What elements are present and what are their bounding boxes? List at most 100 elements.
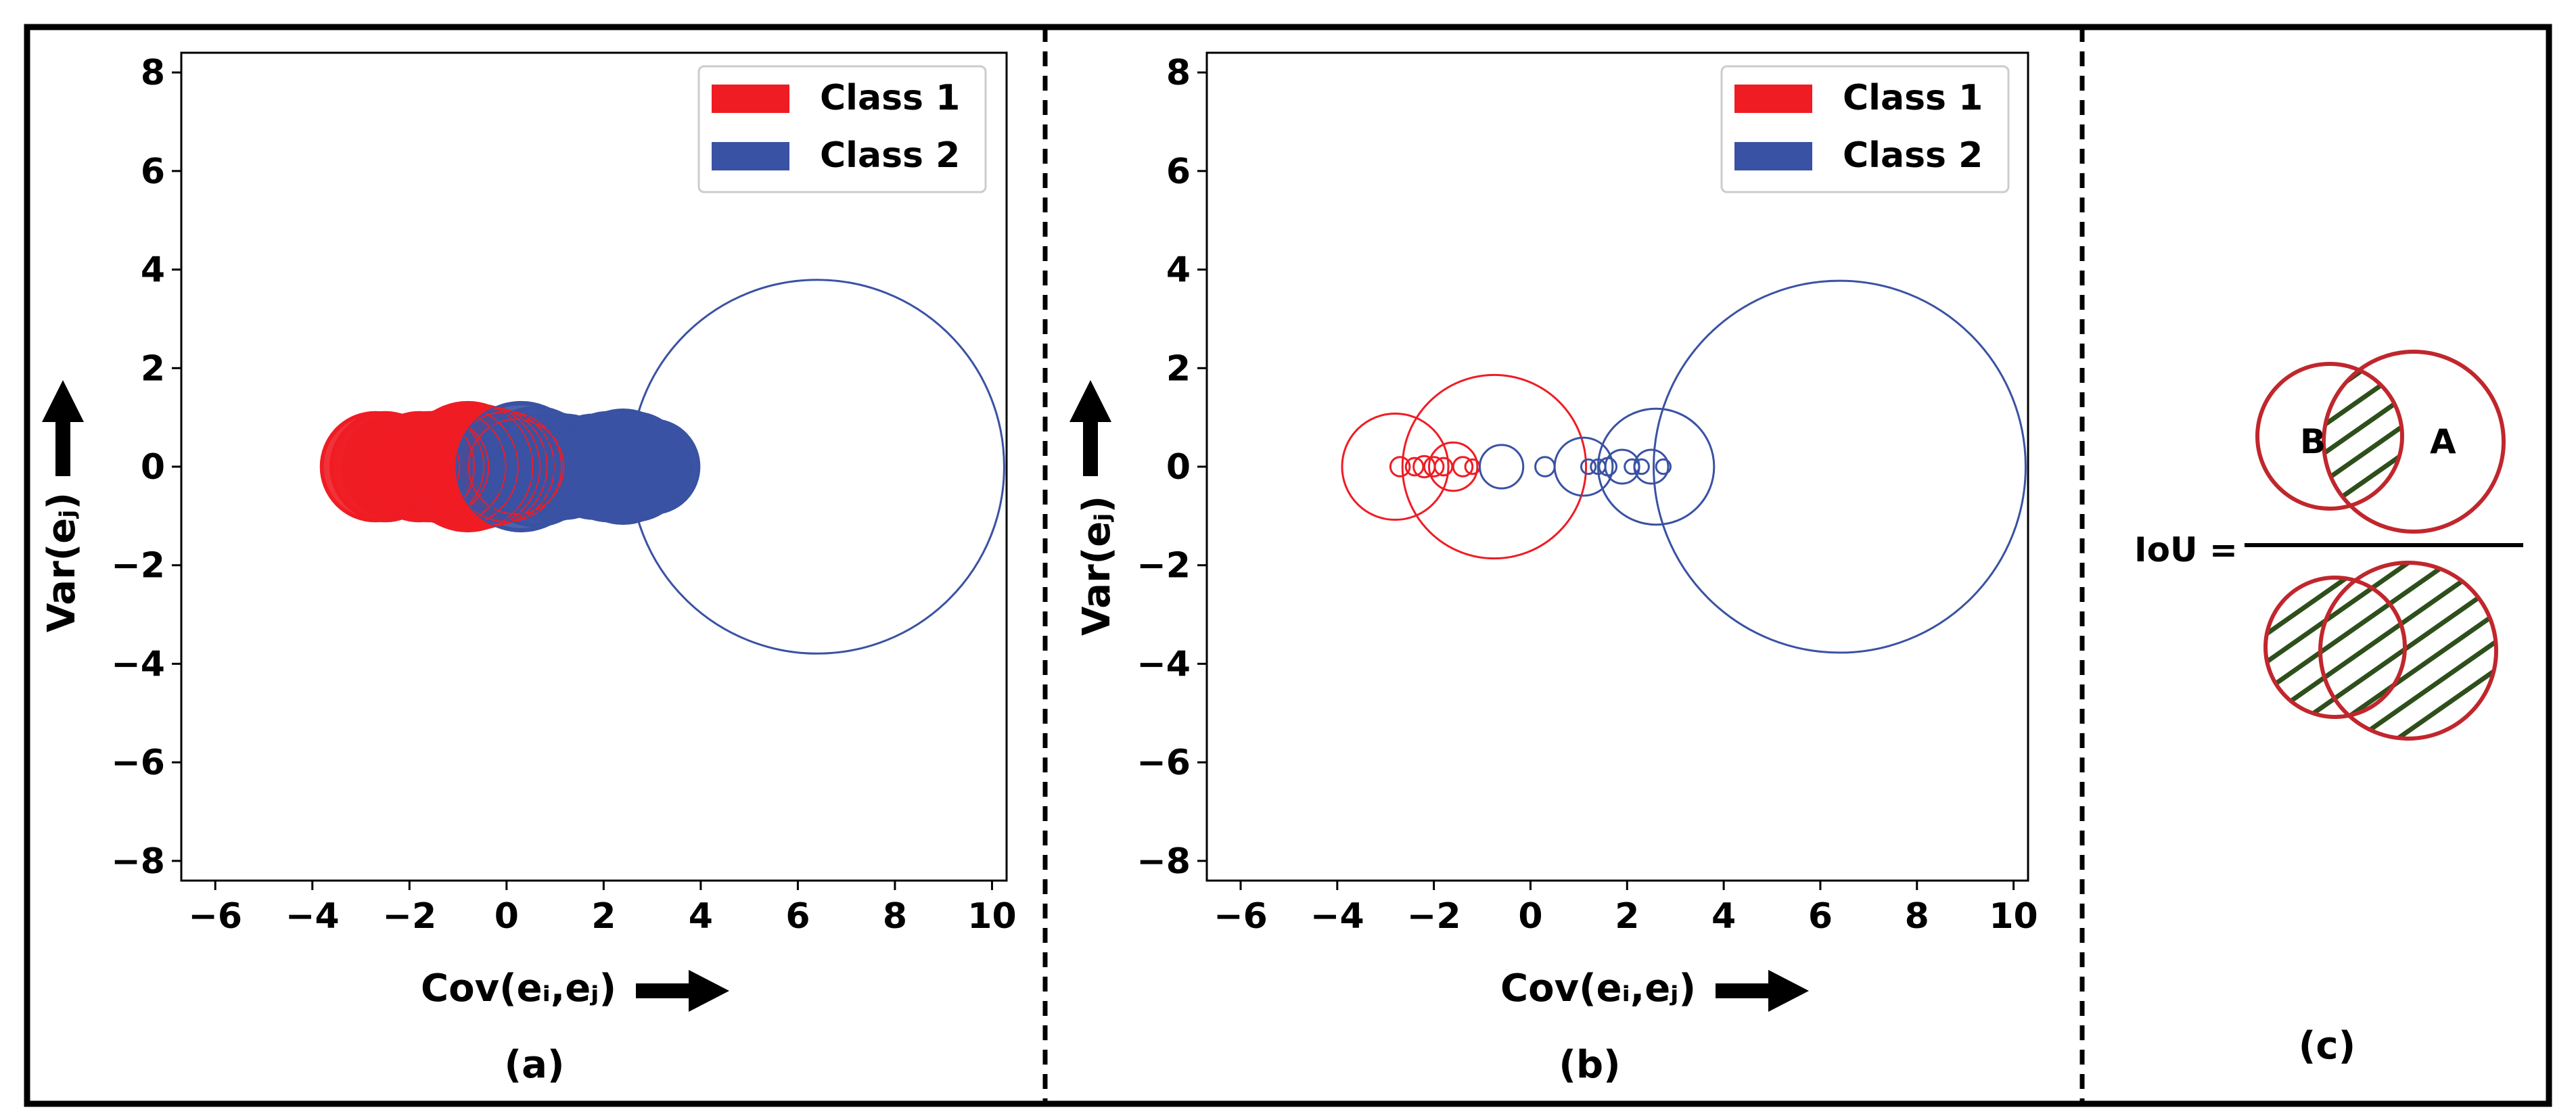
panel-a-x-ticks: −6 −4 −2 0 2 4 6 8 10 xyxy=(188,881,1017,937)
data-point-class2-8 xyxy=(1633,458,1650,475)
data-point-class2-12 xyxy=(1653,279,2027,654)
panel-a-x-label: Cov(eᵢ,eⱼ) xyxy=(421,966,616,1010)
y-arrow-icon xyxy=(42,380,84,476)
data-point-class2-2 xyxy=(1553,436,1614,497)
y-tick-label: 8 xyxy=(141,53,165,93)
y-tick-label: −4 xyxy=(1136,644,1191,684)
iou-union-hatch-a xyxy=(2320,563,2496,739)
panel-a-marks xyxy=(319,279,1005,655)
data-point-ring-class1-0 xyxy=(319,411,432,523)
iou-label-b: B xyxy=(2300,422,2326,461)
panel-b-y-label: Var(eⱼ) xyxy=(1075,496,1119,636)
legend-swatch-class1 xyxy=(1734,85,1812,113)
x-tick-label: 0 xyxy=(495,896,519,937)
data-point-class1-0 xyxy=(1341,412,1450,521)
panel-c-iou-diagram: B A IoU = (c) xyxy=(2134,350,2523,1068)
y-tick-label: 8 xyxy=(1166,53,1191,93)
data-point-ring-class1-3 xyxy=(359,416,461,517)
data-point-ring-class1-2 xyxy=(342,413,448,520)
legend-swatch-class1 xyxy=(712,85,789,113)
panel-a-y-ticks: −8 −6 −4 −2 0 2 4 6 8 xyxy=(111,53,181,882)
data-point-class2-5 xyxy=(1598,457,1618,477)
x-tick-label: 10 xyxy=(1989,896,2038,937)
y-tick-label: −4 xyxy=(111,644,165,684)
data-point-class2-7 xyxy=(1624,458,1640,475)
iou-intersection-hatch xyxy=(2324,364,2402,509)
y-tick-label: −6 xyxy=(1136,743,1191,783)
y-tick-label: −6 xyxy=(111,743,165,783)
iou-union-circle-a xyxy=(2318,561,2498,741)
legend-label-class2: Class 2 xyxy=(820,135,960,176)
panel-b-caption: (b) xyxy=(1559,1043,1620,1087)
iou-union-circle-b xyxy=(2263,576,2407,719)
x-tick-label: 4 xyxy=(1711,896,1736,937)
data-point-ring-class1-12 xyxy=(438,408,555,526)
data-point-class2-3 xyxy=(1580,458,1597,475)
data-point-ring-class1-5 xyxy=(373,411,485,523)
y-tick-label: 6 xyxy=(1166,152,1191,192)
x-tick-label: 0 xyxy=(1518,896,1542,937)
data-point-class1-1 xyxy=(1389,456,1411,478)
data-point-class2-11 xyxy=(614,423,700,510)
x-tick-label: −4 xyxy=(285,896,340,937)
panel-b-y-ticks: −8 −6 −4 −2 0 2 4 6 8 xyxy=(1136,53,1207,882)
data-point-class2-0 xyxy=(1478,444,1525,490)
x-tick-label: −4 xyxy=(1310,896,1364,937)
panel-a-y-label: Var(eⱼ) xyxy=(40,492,84,632)
data-point-class1-9 xyxy=(1401,373,1588,560)
iou-circle-b xyxy=(2255,362,2404,511)
x-tick-label: −2 xyxy=(1407,896,1461,937)
data-point-ring-class1-7 xyxy=(390,408,507,526)
panel-a: −6 −4 −2 0 2 4 6 8 10 −8 −6 −4 −2 0 2 4 6 8 Class 1 Clas… xyxy=(40,51,1017,1087)
panel-a-legend: Class 1 Class 2 xyxy=(697,65,987,193)
y-tick-label: 6 xyxy=(141,152,165,192)
y-tick-label: 4 xyxy=(1166,250,1191,291)
data-point-class2-11 xyxy=(1655,458,1672,475)
panel-b: −6 −4 −2 0 2 4 6 8 10 −8 −6 −4 −2 0 2 4 6 8 Class 1 Clas… xyxy=(1070,51,2038,1087)
data-point-ring-class1-14 xyxy=(467,418,565,515)
x-tick-label: −2 xyxy=(382,896,436,937)
y-tick-label: 0 xyxy=(141,447,165,488)
y-tick-label: −2 xyxy=(1136,546,1191,586)
legend-swatch-class2 xyxy=(712,142,789,170)
x-tick-label: 2 xyxy=(1615,896,1639,937)
legend-label-class1: Class 1 xyxy=(820,78,960,118)
data-point-class2-1 xyxy=(1534,456,1556,478)
x-tick-label: 4 xyxy=(689,896,713,937)
x-tick-label: 10 xyxy=(967,896,1016,937)
panel-b-marks xyxy=(1341,279,2027,654)
data-point-ring-class2-11 xyxy=(614,423,701,510)
data-point-ring-class2-3 xyxy=(511,413,618,520)
iou-label-a: A xyxy=(2430,422,2456,461)
panel-b-legend: Class 1 Class 2 xyxy=(1720,65,2010,193)
panel-b-x-ticks: −6 −4 −2 0 2 4 6 8 10 xyxy=(1214,881,2038,937)
x-tick-label: 8 xyxy=(883,896,907,937)
x-arrow-icon xyxy=(636,970,729,1012)
y-tick-label: 2 xyxy=(141,348,165,389)
y-tick-label: −8 xyxy=(1136,841,1191,882)
data-point-ring-class1-11 xyxy=(426,406,548,528)
iou-circle-a xyxy=(2322,350,2506,534)
x-tick-label: −6 xyxy=(1214,896,1268,937)
x-tick-label: 6 xyxy=(785,896,810,937)
data-point-class2-12 xyxy=(629,279,1005,655)
legend-label-class1: Class 1 xyxy=(1843,78,1983,118)
panel-a-caption: (a) xyxy=(505,1043,565,1087)
data-point-ring-class1-9 xyxy=(402,400,534,533)
data-point-ring-class1-1 xyxy=(329,411,441,523)
panel-c-caption: (c) xyxy=(2299,1024,2355,1068)
x-arrow-icon xyxy=(1716,970,1809,1012)
figure-frame xyxy=(24,24,2552,1107)
iou-lhs: IoU = xyxy=(2134,530,2238,569)
panel-b-x-label: Cov(eᵢ,eⱼ) xyxy=(1500,966,1696,1010)
data-point-ring-class2-7 xyxy=(565,408,682,526)
x-tick-label: −6 xyxy=(188,896,242,937)
x-tick-label: 8 xyxy=(1905,896,1929,937)
data-point-class2-9 xyxy=(1633,448,1670,485)
legend-swatch-class2 xyxy=(1734,142,1812,170)
data-point-class2-10 xyxy=(1596,407,1716,526)
y-tick-label: 0 xyxy=(1166,447,1191,488)
data-point-ring-class2-9 xyxy=(591,416,693,517)
data-point-ring-class1-13 xyxy=(451,411,563,523)
x-tick-label: 6 xyxy=(1808,896,1833,937)
